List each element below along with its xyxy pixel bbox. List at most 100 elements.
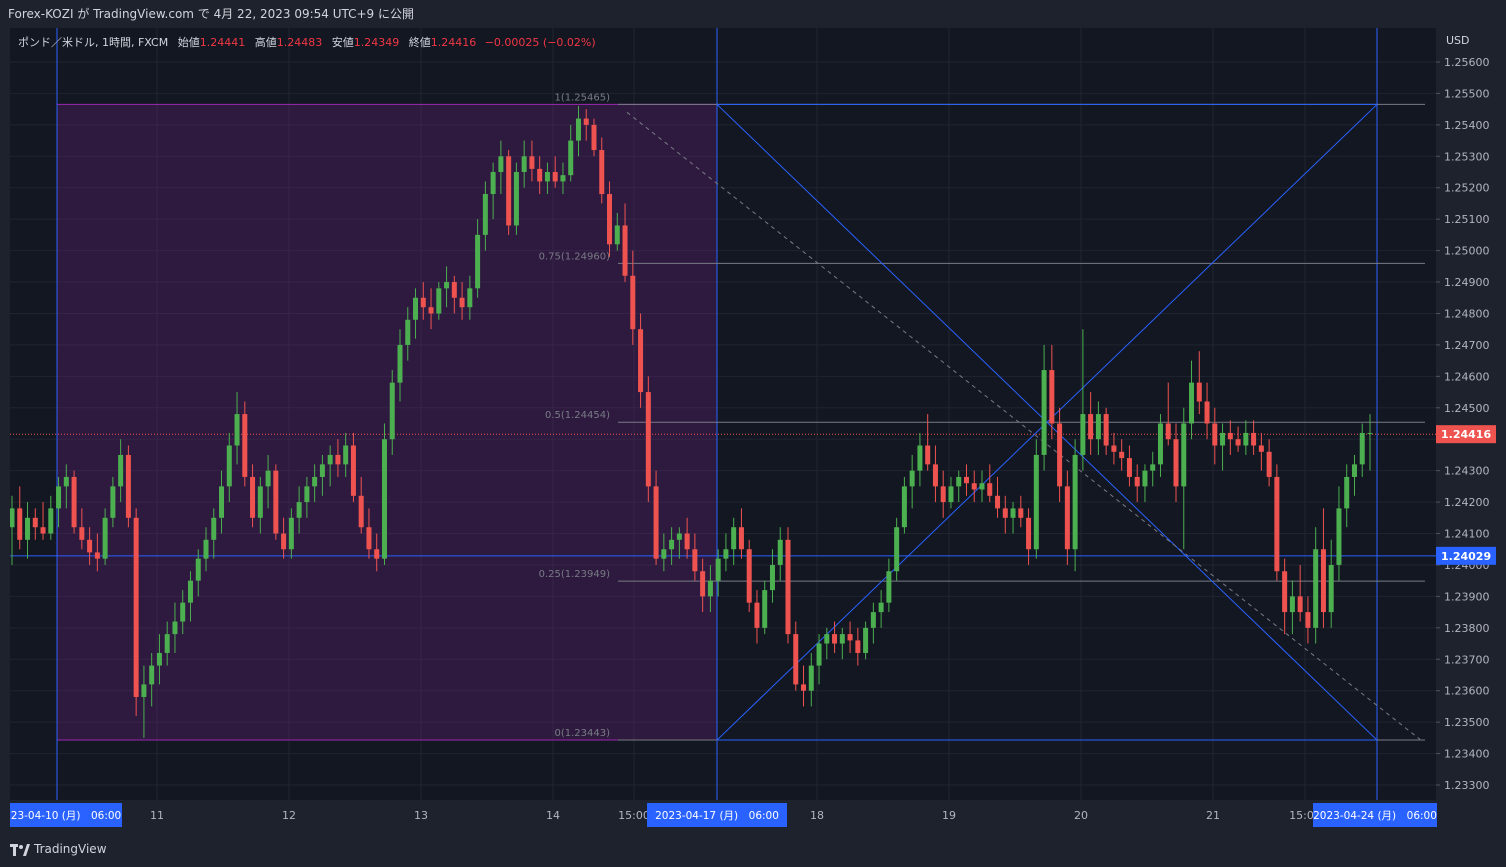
chart-area[interactable]: 1(1.25465) 0.75(1.24960) 0.5(1.24454) 0.25(… [10,28,1506,830]
candle-body [1126,458,1132,477]
price-tick-label: 1.24700 [1444,339,1490,352]
candle-body [180,602,186,622]
candle-body [979,483,985,490]
candle-body [995,495,1001,509]
close-value: 1.24416 [430,36,477,49]
candle-body [948,486,954,503]
candle-body [607,194,613,245]
price-tick-label: 1.23300 [1444,779,1490,792]
dashed-trend-line [626,111,1421,740]
candle-body [1088,414,1094,440]
candle-body [521,156,527,173]
time-tick-label: 15:00 [1289,809,1321,822]
candle-body [932,464,938,487]
candle-body [273,470,279,534]
candle-body [413,297,419,320]
low-label: 安値 [331,36,354,49]
candle-body [661,549,667,559]
candle-body [1033,454,1039,550]
candle-body [1204,401,1210,424]
candle-body [482,194,488,235]
fib-level-label: 0(1.23443) [554,728,610,739]
candlestick-chart[interactable]: 1(1.25465) 0.75(1.24960) 0.5(1.24454) 0.25(… [10,28,1506,830]
candle-body [343,445,349,465]
price-tick-label: 1.24800 [1444,307,1490,320]
candle-body [327,454,333,465]
time-highlight-badge [1313,803,1437,827]
candle-body [622,225,628,276]
candle-body [118,454,124,487]
candle-body [901,486,907,528]
candle-body [203,539,209,559]
time-tick-label: 18 [810,809,824,822]
price-tick-label: 1.24900 [1444,276,1490,289]
symbol-label: ポンド／米ドル, 1時間, FXCM [18,36,169,49]
time-highlight-badge [647,803,787,827]
price-tick-label: 1.23700 [1444,653,1490,666]
candle-body [870,612,876,628]
tradingview-logo-icon [10,844,30,856]
time-tick-label: 20 [1074,809,1088,822]
candle-body [490,172,496,195]
candle-body [1173,439,1179,487]
time-tick-label: 11 [150,809,164,822]
candle-body [653,486,659,559]
candle-body [87,539,93,553]
open-value: 1.24441 [199,36,246,49]
candle-body [141,684,147,697]
fib-level-label: 0.75(1.24960) [539,251,611,262]
price-tick-label: 1.24300 [1444,465,1490,478]
candle-body [1049,370,1055,424]
candle-body [1072,454,1078,550]
low-value: 1.24349 [353,36,400,49]
high-value: 1.24483 [276,36,323,49]
candle-body [1227,432,1233,440]
candle-body [1258,445,1264,452]
candle-body [1344,476,1350,509]
candle-body [731,527,737,550]
price-tick-label: 1.25500 [1444,87,1490,100]
candle-body [855,640,861,653]
candle-body [172,621,178,635]
candle-body [971,483,977,490]
candle-body [1103,414,1109,446]
candle-body [506,156,512,226]
candle-body [110,486,116,518]
candle-body [839,634,845,644]
price-tick-label: 1.24100 [1444,528,1490,541]
candle-body [1057,423,1063,487]
candle-body [1150,464,1156,471]
price-tick-label: 1.24200 [1444,496,1490,509]
candle-body [1111,445,1117,452]
candle-body [738,527,744,550]
candle-body [32,517,38,528]
candle-body [498,156,504,173]
time-tick-label: 13 [414,809,428,822]
candle-body [1041,370,1047,455]
time-highlight-label: 23-04-10 (月) 06:00 [11,810,121,822]
price-tick-label: 1.25100 [1444,213,1490,226]
candle-body [63,476,69,487]
fib-level-label: 1(1.25465) [554,92,610,103]
candles [10,106,1373,738]
candle-body [1010,508,1016,518]
candle-body [777,539,783,565]
candle-body [94,552,100,559]
candle-body [219,486,225,518]
candle-body [1305,612,1311,628]
candle-body [226,445,232,487]
candle-body [1235,439,1241,446]
candle-body [1328,564,1334,613]
candle-body [405,319,411,345]
time-tick-label: 19 [942,809,956,822]
candle-body [25,517,31,540]
candle-body [878,602,884,613]
change-value: −0.00025 (−0.02%) [484,36,596,49]
candle-body [801,684,807,691]
price-tick-label: 1.25600 [1444,56,1490,69]
candle-body [211,517,217,540]
candle-body [715,558,721,581]
candle-body [467,288,473,308]
candle-body [1142,470,1148,487]
candle-body [428,307,434,314]
